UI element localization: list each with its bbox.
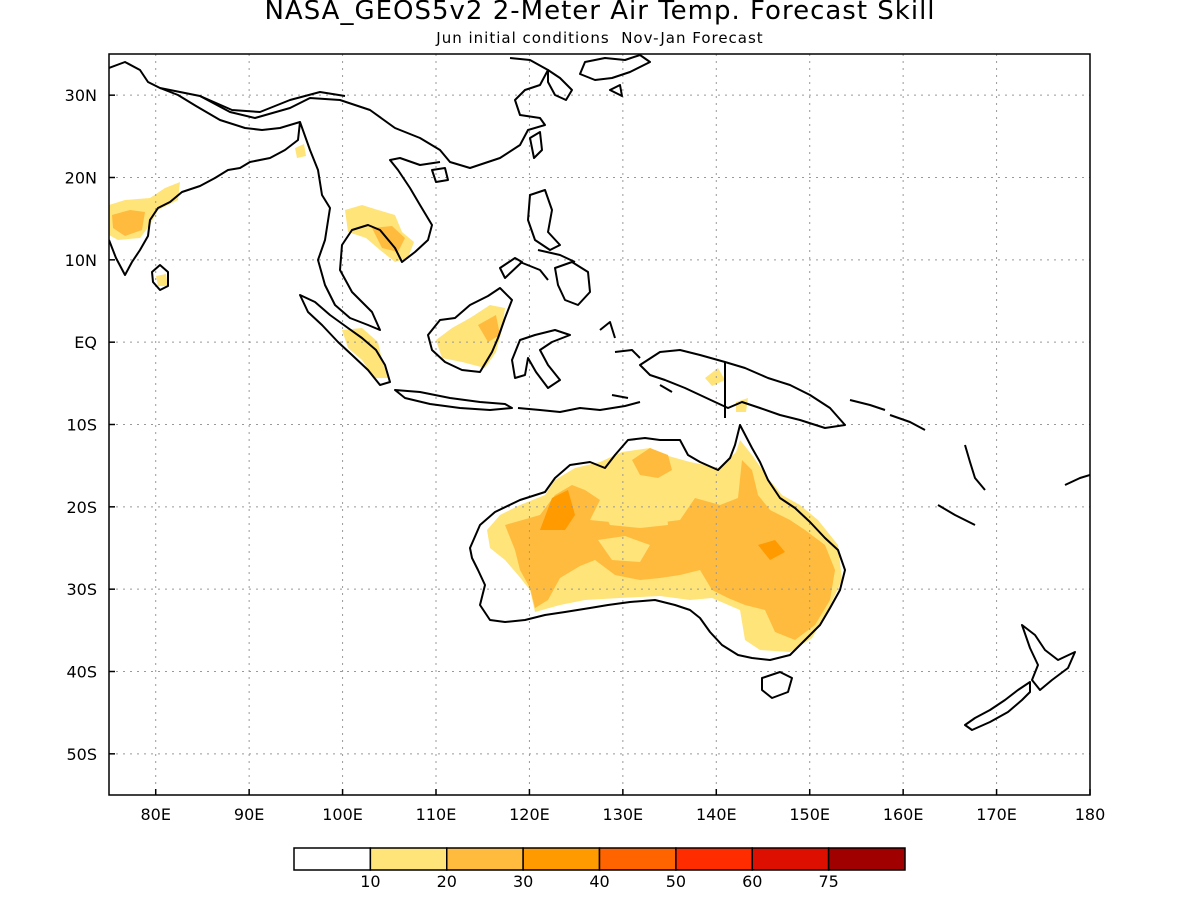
shade-burma xyxy=(295,144,306,158)
coast-palawan xyxy=(499,257,523,279)
lon-tick-label: 140E xyxy=(696,805,737,824)
colorbar-swatch xyxy=(446,847,524,871)
lon-tick-label: 150E xyxy=(789,805,830,824)
shade-borneo-core xyxy=(478,315,500,342)
lon-tick-label: 90E xyxy=(234,805,264,824)
coast-china xyxy=(159,57,549,169)
coast-sulawesi xyxy=(511,329,571,389)
coast-nz-south xyxy=(964,681,1031,731)
colorbar-label: 75 xyxy=(818,872,838,891)
colorbar-swatch xyxy=(293,847,372,871)
coast-srilanka xyxy=(151,264,169,291)
coastlines xyxy=(109,54,1090,731)
lon-tick-label: 130E xyxy=(603,805,644,824)
colorbar-swatch xyxy=(369,847,448,871)
coast-luzon xyxy=(527,189,561,251)
coast-sunda xyxy=(517,401,641,413)
lat-tick-label: 10N xyxy=(65,251,97,270)
colorbar-label: 10 xyxy=(360,872,380,891)
lat-tick-label: EQ xyxy=(74,333,97,352)
colorbar-swatch xyxy=(598,847,677,871)
colorbar-label: 60 xyxy=(742,872,762,891)
colorbar-swatch xyxy=(751,847,830,871)
colorbar-label: 40 xyxy=(589,872,609,891)
shade-australia-north xyxy=(632,448,672,478)
colorbar: 10 20 30 40 50 60 75 xyxy=(293,847,906,891)
lon-tick-label: 110E xyxy=(416,805,457,824)
shade-australia-west xyxy=(505,460,835,640)
coast-india xyxy=(109,61,301,276)
lon-tick-label: 120E xyxy=(509,805,550,824)
coast-visayas xyxy=(519,249,576,281)
coast-fiji xyxy=(1064,474,1090,486)
coast-java xyxy=(394,389,513,411)
lat-tick-label: 10S xyxy=(66,416,97,435)
lon-tick-label: 170E xyxy=(976,805,1017,824)
shade-sumatra xyxy=(342,328,388,378)
shade-newguinea-1 xyxy=(705,368,725,386)
colorbar-label: 20 xyxy=(437,872,457,891)
map-gridlines xyxy=(109,54,1090,795)
coast-indochina xyxy=(299,121,441,331)
coast-taiwan xyxy=(529,131,543,159)
coast-tasmania xyxy=(761,671,793,699)
coast-nz-north xyxy=(1021,624,1076,691)
coast-newcaledonia xyxy=(937,504,976,526)
lat-tick-label: 20N xyxy=(65,169,97,188)
coast-vanuatu xyxy=(964,444,986,491)
lon-tick-label: 160E xyxy=(883,805,924,824)
colorbar-swatch xyxy=(522,847,601,871)
coast-japan xyxy=(579,54,651,97)
coast-mindanao xyxy=(554,261,591,306)
chart-title: NASA_GEOS5v2 2-Meter Air Temp. Forecast … xyxy=(264,0,936,26)
lon-tick-label: 100E xyxy=(322,805,363,824)
lat-tick-label: 20S xyxy=(66,498,97,517)
colorbar-label: 50 xyxy=(666,872,686,891)
coast-korea xyxy=(547,69,573,101)
skill-shading xyxy=(109,144,842,652)
colorbar-swatch xyxy=(675,847,753,871)
shade-srilanka xyxy=(156,274,168,286)
lat-tick-label: 30N xyxy=(65,86,97,105)
lon-tick-label: 80E xyxy=(140,805,170,824)
shade-australia-east-patch xyxy=(758,540,785,560)
coast-solomons xyxy=(849,399,926,431)
colorbar-label: 30 xyxy=(513,872,533,891)
coast-borneo xyxy=(427,287,513,373)
colorbar-swatch xyxy=(827,847,906,871)
coast-moluccas xyxy=(599,321,673,399)
shade-australia-core2 xyxy=(598,536,650,562)
chart-subtitle: Jun initial conditions Nov-Jan Forecast xyxy=(436,29,764,47)
shade-india-core xyxy=(112,210,145,236)
map-axes: 30N 20N 10N EQ 10S 20S 30S 40S 50S 80E 90E 100E 110E… xyxy=(65,86,1106,824)
lat-tick-label: 50S xyxy=(66,745,97,764)
shade-newguinea-2 xyxy=(736,398,748,412)
lat-tick-label: 30S xyxy=(66,580,97,599)
lat-tick-label: 40S xyxy=(66,663,97,682)
shade-australia-orange xyxy=(540,490,575,530)
coast-australia xyxy=(469,424,846,661)
border-himalaya xyxy=(199,91,346,113)
shade-australia-core xyxy=(600,495,668,528)
lon-tick-label: 180 xyxy=(1075,805,1106,824)
coast-hainan xyxy=(431,167,449,183)
coast-sumatra xyxy=(299,294,391,386)
coast-newguinea xyxy=(639,349,846,429)
